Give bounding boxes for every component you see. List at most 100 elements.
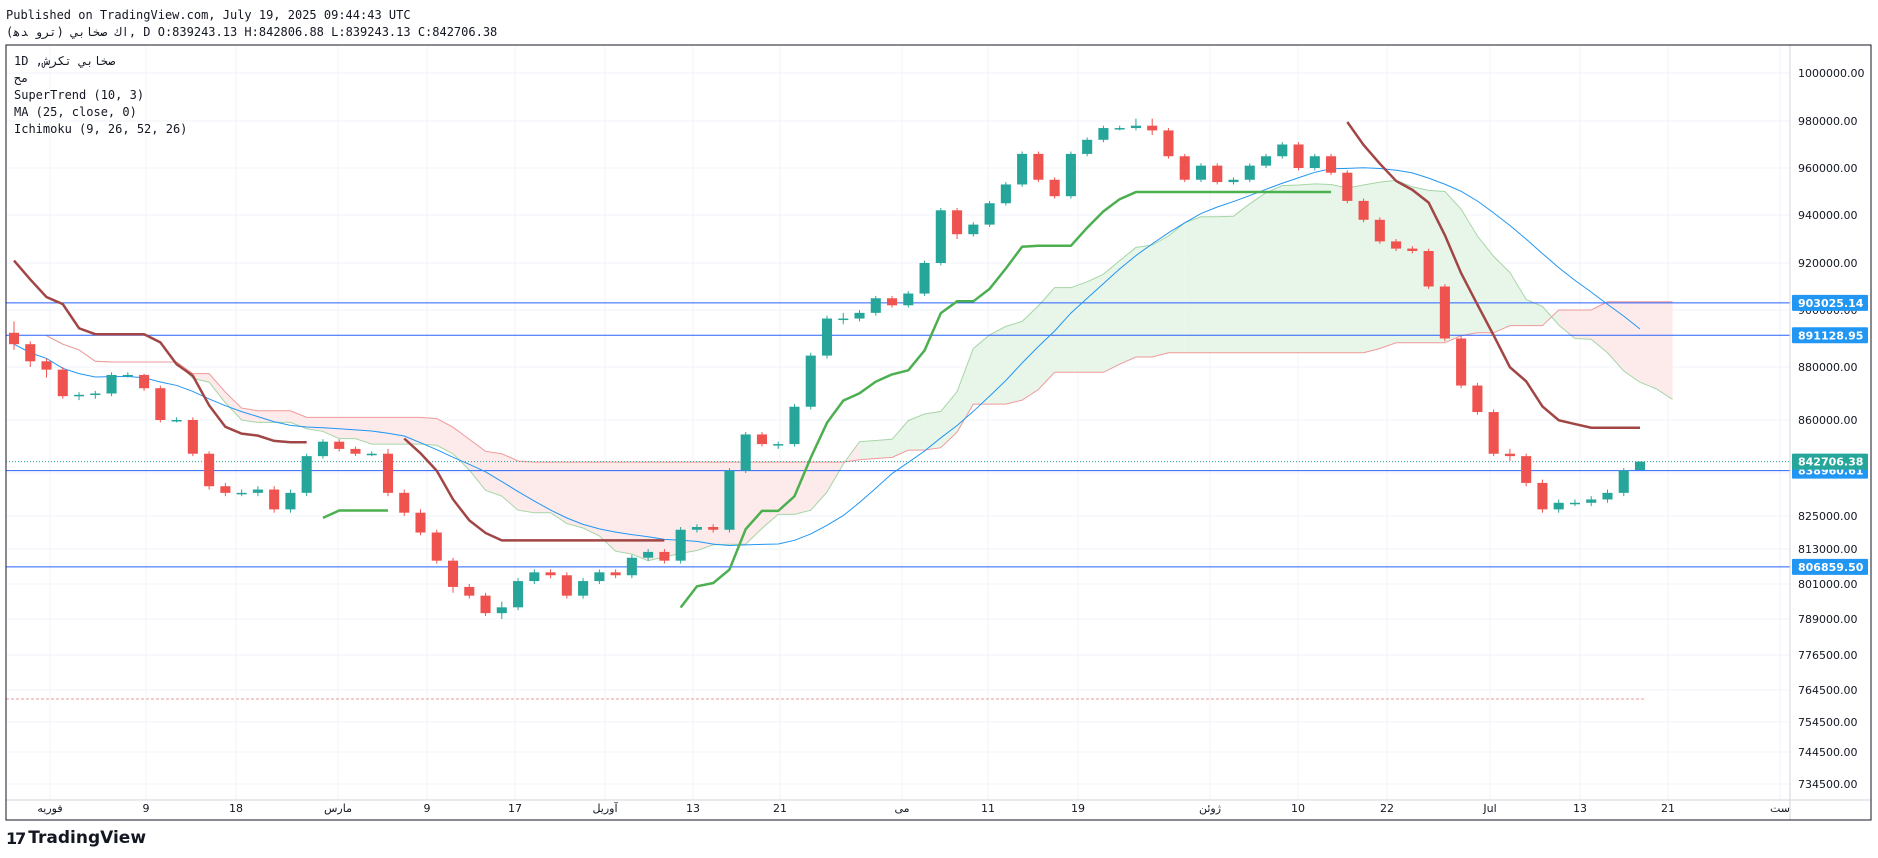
candle[interactable] [90, 390, 101, 399]
candle[interactable] [1017, 151, 1028, 187]
candle[interactable] [789, 404, 800, 447]
candle[interactable] [1618, 468, 1629, 497]
candle-body[interactable] [1098, 128, 1109, 140]
candle-body[interactable] [1456, 338, 1467, 386]
candle[interactable] [1439, 284, 1450, 342]
candle[interactable] [1260, 153, 1272, 168]
candle-body[interactable] [90, 393, 101, 396]
candle-body[interactable] [545, 572, 556, 576]
candle-body[interactable] [886, 298, 898, 306]
candle-body[interactable] [773, 444, 784, 446]
candle-body[interactable] [252, 489, 263, 493]
horizontal-line-badge[interactable]: 903025.14 [1792, 294, 1868, 311]
candle-body[interactable] [480, 595, 491, 614]
candle[interactable] [1228, 177, 1239, 185]
candle-body[interactable] [903, 293, 914, 306]
candle-body[interactable] [659, 551, 670, 561]
candle[interactable] [1537, 479, 1548, 513]
candle[interactable] [415, 509, 426, 536]
candle-body[interactable] [25, 344, 36, 362]
candle[interactable] [1098, 125, 1109, 143]
candle-body[interactable] [919, 263, 930, 294]
tradingview-brand[interactable]: 17 TradingView [6, 828, 146, 848]
candle[interactable] [382, 448, 394, 497]
candle[interactable] [724, 468, 735, 533]
candle[interactable] [447, 557, 459, 593]
candle[interactable] [545, 569, 556, 579]
candle-body[interactable] [675, 529, 686, 561]
candle[interactable] [350, 446, 361, 457]
candle[interactable] [480, 592, 491, 617]
candle[interactable] [610, 569, 621, 579]
candle-body[interactable] [1326, 156, 1337, 173]
candle[interactable] [1244, 163, 1255, 183]
horizontal-line-badge[interactable]: 891128.95 [1792, 327, 1868, 344]
candle[interactable] [1293, 142, 1304, 171]
candle-body[interactable] [431, 532, 442, 561]
candle[interactable] [643, 549, 654, 561]
candle-body[interactable] [1358, 200, 1369, 220]
candle[interactable] [529, 569, 540, 584]
candle[interactable] [1504, 448, 1515, 461]
candle[interactable] [984, 200, 995, 227]
candle-body[interactable] [935, 210, 946, 263]
candle[interactable] [1065, 151, 1076, 199]
candle[interactable] [1000, 182, 1011, 206]
candle-body[interactable] [269, 489, 280, 510]
candle-body[interactable] [171, 420, 182, 422]
candle-body[interactable] [1569, 502, 1581, 505]
candle[interactable] [236, 489, 247, 497]
candle-body[interactable] [285, 492, 296, 510]
candle-body[interactable] [870, 298, 881, 313]
candle-body[interactable] [350, 448, 361, 454]
candle-body[interactable] [724, 470, 735, 530]
candle-body[interactable] [57, 369, 68, 397]
candle[interactable] [691, 524, 702, 533]
candle[interactable] [106, 372, 117, 397]
candle[interactable] [1033, 151, 1044, 183]
candle-body[interactable] [1277, 144, 1288, 157]
candle[interactable] [773, 441, 784, 449]
candle-body[interactable] [1602, 492, 1613, 500]
candle[interactable] [1114, 125, 1125, 131]
candle[interactable] [821, 315, 833, 359]
candle[interactable] [334, 439, 345, 452]
candle[interactable] [708, 524, 719, 533]
candle-body[interactable] [1049, 179, 1060, 197]
candle-body[interactable] [821, 318, 833, 356]
candle[interactable] [1277, 142, 1288, 159]
candle-body[interactable] [1634, 461, 1646, 471]
candle-body[interactable] [1521, 456, 1532, 483]
candle[interactable] [1553, 499, 1564, 513]
candle-body[interactable] [1179, 156, 1190, 180]
last-price-badge[interactable]: 842706.38 [1792, 453, 1868, 470]
candle-body[interactable] [513, 581, 524, 608]
candle-body[interactable] [8, 332, 20, 345]
legend-ma[interactable]: MA (25, close, 0) [14, 105, 137, 119]
candle[interactable] [1634, 461, 1646, 471]
candle[interactable] [1179, 153, 1190, 183]
candle[interactable] [1456, 335, 1467, 389]
candle-body[interactable] [1472, 385, 1483, 413]
candle[interactable] [1358, 198, 1369, 223]
candle-body[interactable] [1082, 139, 1093, 154]
candle-body[interactable] [399, 492, 410, 513]
candle-body[interactable] [610, 572, 621, 576]
candle-body[interactable] [1065, 153, 1076, 197]
candle[interactable] [25, 341, 36, 367]
candle-body[interactable] [838, 318, 849, 321]
candle[interactable] [464, 584, 475, 599]
candle[interactable] [187, 417, 198, 457]
candle-body[interactable] [496, 607, 507, 614]
candle-body[interactable] [1244, 165, 1255, 180]
candle-body[interactable] [1553, 502, 1564, 510]
candles[interactable] [8, 118, 1646, 619]
candle-body[interactable] [41, 361, 52, 370]
candle[interactable] [594, 569, 605, 584]
candle[interactable] [561, 572, 572, 599]
candle-body[interactable] [464, 586, 475, 596]
candle-body[interactable] [626, 557, 637, 576]
candle-body[interactable] [236, 492, 247, 495]
candle-body[interactable] [1342, 172, 1353, 201]
